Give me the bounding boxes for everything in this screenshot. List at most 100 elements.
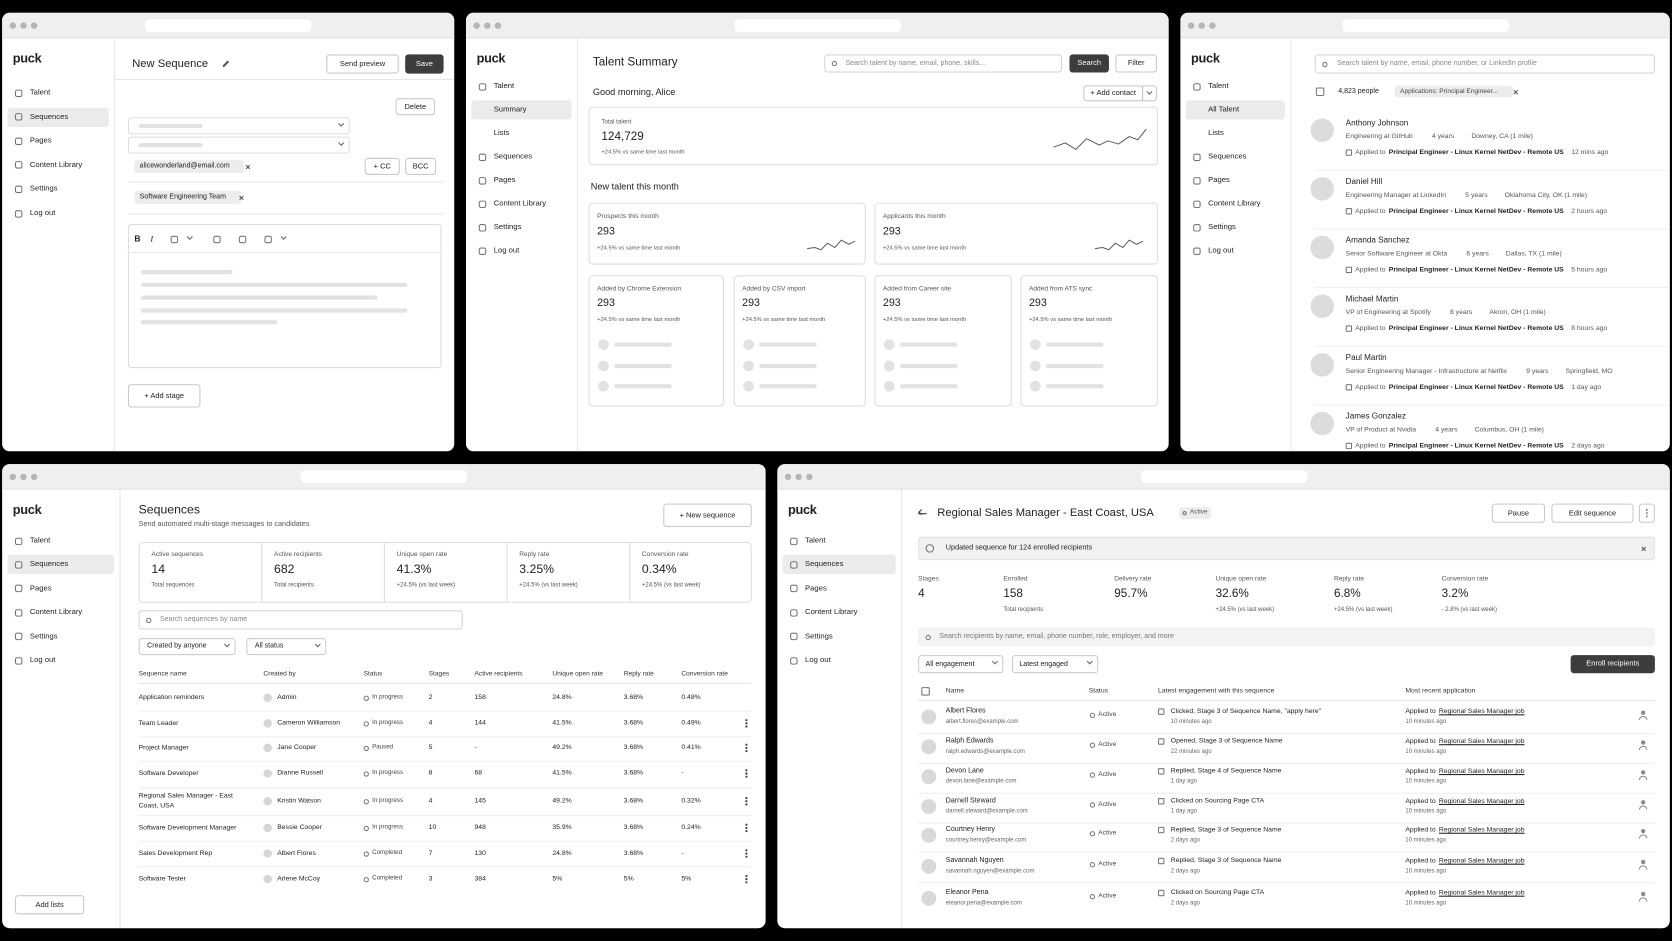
button[interactable]: Send preview [326,54,399,74]
person-name[interactable]: Paul Martin [1345,352,1387,363]
nav-item[interactable]: Settings [493,221,522,232]
recipient-name[interactable]: Albert Flores [945,707,986,715]
person-name[interactable]: James Gonzalez [1345,411,1406,421]
creator-avatar [263,743,272,753]
address-bar [734,19,901,33]
sequence-name[interactable]: Software Developer [138,769,199,778]
checkbox[interactable] [1315,87,1325,97]
divider [918,732,1655,735]
filter-label: Latest engaged [1019,659,1068,668]
nav-item[interactable]: Summary [493,104,527,114]
cell: 5% [552,875,563,883]
person-name[interactable]: Daniel Hill [1345,176,1383,187]
nav-item[interactable]: Content Library [1208,198,1261,208]
divider [138,735,752,737]
sequence-name[interactable]: Software Development Manager [138,824,237,832]
nav-item[interactable]: Content Library [29,606,83,617]
nav-item[interactable]: Sequences [29,111,69,121]
recipient-name[interactable]: Darnell Steward [945,797,996,805]
sequence-name[interactable]: Software Tester [138,875,186,883]
nav-item[interactable]: Log out [493,245,520,255]
recipient-name[interactable]: Eleanor Pena [945,888,989,897]
nav-item[interactable]: Content Library [29,159,83,170]
recipient-name[interactable]: Devon Lane [945,767,984,775]
button[interactable]: Save [405,54,444,74]
nav-item[interactable]: Pages [493,174,516,185]
nav-item[interactable]: Talent [493,80,515,91]
divider [138,760,752,762]
sequence-name[interactable]: Project Manager [138,744,189,752]
application-time: 10 minutes ago [1405,748,1447,755]
application: Applied to Regional Sales Manager job [1405,768,1524,775]
nav-item[interactable]: Sequences [29,559,69,569]
button[interactable]: Add lists [14,895,85,915]
nav-item[interactable]: Talent [29,535,51,545]
email-chip: alicewonderland@email.com [134,160,245,173]
nav-item[interactable]: Sequences [493,151,533,161]
nav-item[interactable]: Sequences [1208,151,1247,161]
button[interactable]: + New sequence [663,503,752,528]
search-box[interactable] [138,610,463,630]
filter-select[interactable] [918,655,1004,674]
sequence-name[interactable]: Application reminders [138,693,205,702]
nav-item[interactable]: Talent [805,535,826,545]
nav-item[interactable]: Pages [29,135,52,145]
button[interactable]: + Add contact [1083,85,1144,102]
button[interactable]: Filter [1115,54,1157,73]
nav-item[interactable]: Settings [29,630,58,641]
recipient-name[interactable]: Ralph Edwards [945,737,994,745]
search-icon [1321,61,1328,67]
nav-item[interactable]: Log out [805,654,831,665]
button[interactable]: + Add stage [127,384,201,408]
nav-item[interactable]: Talent [1208,80,1229,91]
nav-item[interactable]: Log out [29,207,56,218]
nav-item[interactable]: Sequences [805,559,844,569]
header-checkbox[interactable] [921,687,930,696]
button[interactable]: Edit sequence [1551,503,1634,523]
person-name[interactable]: Anthony Johnson [1345,117,1409,128]
nav-icon [478,176,487,185]
nav-item[interactable]: Content Library [493,198,547,208]
person-name[interactable]: Amanda Sanchez [1345,235,1410,245]
nav-item[interactable]: Talent [29,87,51,97]
recipient-name[interactable]: Courtney Henry [945,825,996,834]
nav-item[interactable]: Log out [29,654,56,665]
nav-item[interactable]: Pages [1208,174,1230,185]
toolbar-icon [213,235,221,243]
nav-item[interactable]: Content Library [805,606,858,617]
filter-select[interactable] [246,638,327,656]
nav-item[interactable]: All Talent [1208,104,1240,114]
toolbar-bold[interactable]: B [134,233,141,244]
recipient-name[interactable]: Savannah Nguyen [945,856,1004,865]
button[interactable]: BCC [405,157,437,175]
nav-item[interactable]: Pages [29,583,52,593]
nav-item[interactable]: Settings [805,630,833,641]
button[interactable]: Enroll recipients [1570,655,1655,674]
button[interactable]: Delete [395,98,436,116]
more-button[interactable] [1638,503,1655,523]
nav-item[interactable]: Settings [29,183,58,194]
button[interactable]: + CC [364,157,400,175]
back-arrow[interactable] [918,512,927,514]
sequence-name[interactable]: Sales Development Rep [138,849,213,858]
person-name[interactable]: Michael Martin [1345,293,1399,304]
placeholder-dot [598,380,609,392]
card-change: +24.5% vs same time last month [1028,316,1113,324]
nav-item[interactable]: Settings [1208,221,1236,232]
button[interactable]: Search [1069,54,1109,73]
select[interactable] [127,136,350,154]
nav-item[interactable]: Lists [1208,127,1224,138]
sequence-name[interactable]: Team Leader [138,719,179,727]
button[interactable]: Pause [1491,503,1546,523]
toolbar-italic[interactable]: I [150,233,154,244]
select[interactable] [127,117,350,135]
nav-item[interactable]: Log out [1208,245,1234,255]
sequence-name[interactable]: Regional Sales Manager - East Coast, USA [138,792,233,810]
nav-item[interactable]: Lists [493,127,510,138]
filter-select[interactable] [138,638,236,656]
filter-select[interactable] [1011,655,1099,674]
search-box[interactable] [824,54,1063,73]
search-box[interactable] [1314,54,1655,74]
nav-item[interactable]: Pages [805,583,827,593]
nav-icon [14,113,23,121]
